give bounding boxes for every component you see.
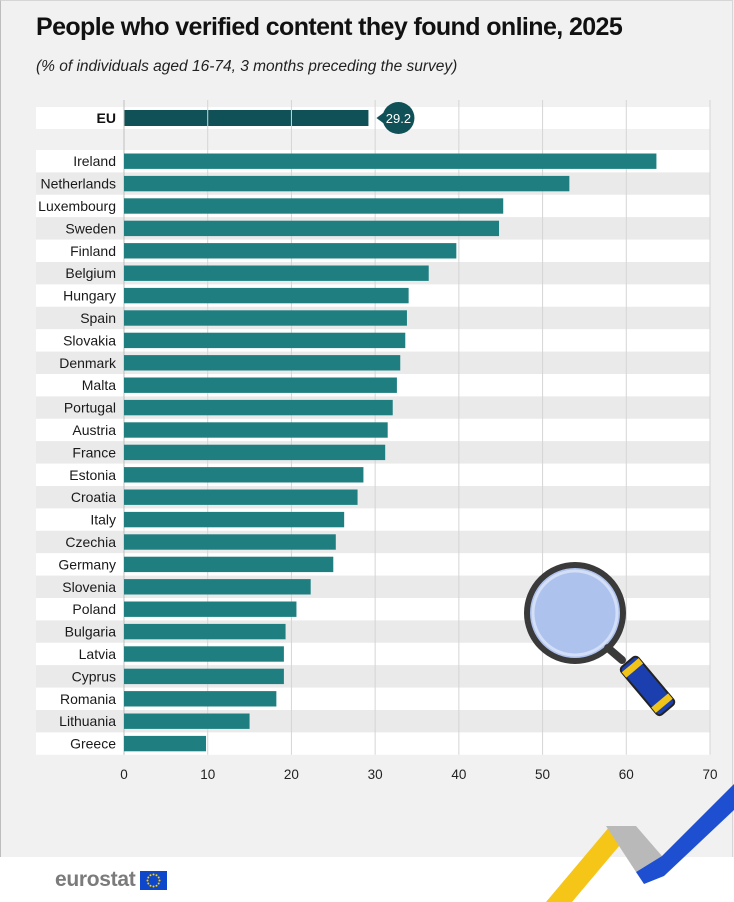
category-label: Croatia <box>71 489 116 505</box>
chart-title: People who verified content they found o… <box>36 13 623 41</box>
category-label: Greece <box>70 736 116 752</box>
bar-bulgaria <box>124 623 286 640</box>
category-label: Germany <box>58 556 116 572</box>
eu-badge-pointer <box>376 112 385 124</box>
bar-lithuania <box>124 713 250 729</box>
bar-romania <box>124 691 277 707</box>
category-label: Malta <box>82 377 116 393</box>
x-tick-label: 0 <box>120 767 128 782</box>
category-label: Hungary <box>63 288 116 304</box>
bar-cyprus <box>124 668 284 685</box>
category-label: Portugal <box>64 400 116 416</box>
x-tick-label: 50 <box>535 767 550 782</box>
bar-croatia <box>124 489 358 505</box>
x-tick-label: 40 <box>451 767 466 782</box>
x-tick-label: 60 <box>619 767 634 782</box>
category-label: Bulgaria <box>65 624 117 640</box>
x-tick-label: 70 <box>702 767 717 782</box>
category-label: Netherlands <box>41 176 117 192</box>
bar-france <box>124 444 386 461</box>
bar-estonia <box>124 467 364 483</box>
bar-austria <box>124 422 388 438</box>
bar-slovakia <box>124 332 406 349</box>
category-label: Belgium <box>65 265 116 281</box>
footer <box>0 857 734 902</box>
eu-label: EU <box>97 110 116 126</box>
x-tick-label: 20 <box>284 767 299 782</box>
bar-belgium <box>124 265 429 281</box>
category-label: Austria <box>72 422 116 438</box>
x-tick-label: 30 <box>368 767 383 782</box>
corner-chevron-decoration <box>546 784 734 902</box>
bar-greece <box>124 735 207 752</box>
bar-chart: EU 29.2 Ireland Netherlands Luxembourg Sweden… <box>36 100 718 782</box>
bar-czechia <box>124 534 336 550</box>
category-label: Cyprus <box>72 668 116 684</box>
bar-germany <box>124 556 334 573</box>
category-label: Spain <box>80 310 116 326</box>
category-label: Finland <box>70 243 116 259</box>
chart-subtitle: (% of individuals aged 16-74, 3 months p… <box>36 58 458 75</box>
magnifying-glass-icon <box>524 562 676 717</box>
category-label: Slovakia <box>63 332 116 348</box>
bar-denmark <box>124 355 401 371</box>
bar-finland <box>124 243 457 259</box>
category-label: Romania <box>60 691 116 707</box>
bar-sweden <box>124 220 500 237</box>
bar-spain <box>124 310 407 326</box>
eu-bar <box>124 110 369 126</box>
category-label: Luxembourg <box>38 198 116 214</box>
category-label: Latvia <box>79 646 117 662</box>
category-label: Italy <box>90 512 116 528</box>
bar-netherlands <box>124 175 570 192</box>
bar-italy <box>124 511 345 528</box>
bar-portugal <box>124 399 393 416</box>
bar-latvia <box>124 646 284 662</box>
category-label: Denmark <box>59 355 117 371</box>
category-label: Estonia <box>69 467 116 483</box>
bar-luxembourg <box>124 198 504 214</box>
bar-poland <box>124 601 297 617</box>
category-label: Czechia <box>65 534 116 550</box>
eu-value-label: 29.2 <box>386 111 411 126</box>
logo-text: eurostat <box>55 868 136 891</box>
category-label: Slovenia <box>62 579 116 595</box>
category-label: Sweden <box>65 220 116 236</box>
eu-flag-icon <box>140 870 168 890</box>
eu-value-badge <box>382 102 415 134</box>
x-tick-label: 10 <box>200 767 215 782</box>
category-label: Ireland <box>73 153 116 169</box>
category-label: Poland <box>72 601 116 617</box>
bar-hungary <box>124 287 409 304</box>
category-label: France <box>72 444 116 460</box>
bar-slovenia <box>124 579 311 595</box>
bar-ireland <box>124 153 657 169</box>
bar-malta <box>124 377 397 393</box>
category-label: Lithuania <box>59 713 116 729</box>
eurostat-logo: eurostat <box>55 868 168 892</box>
